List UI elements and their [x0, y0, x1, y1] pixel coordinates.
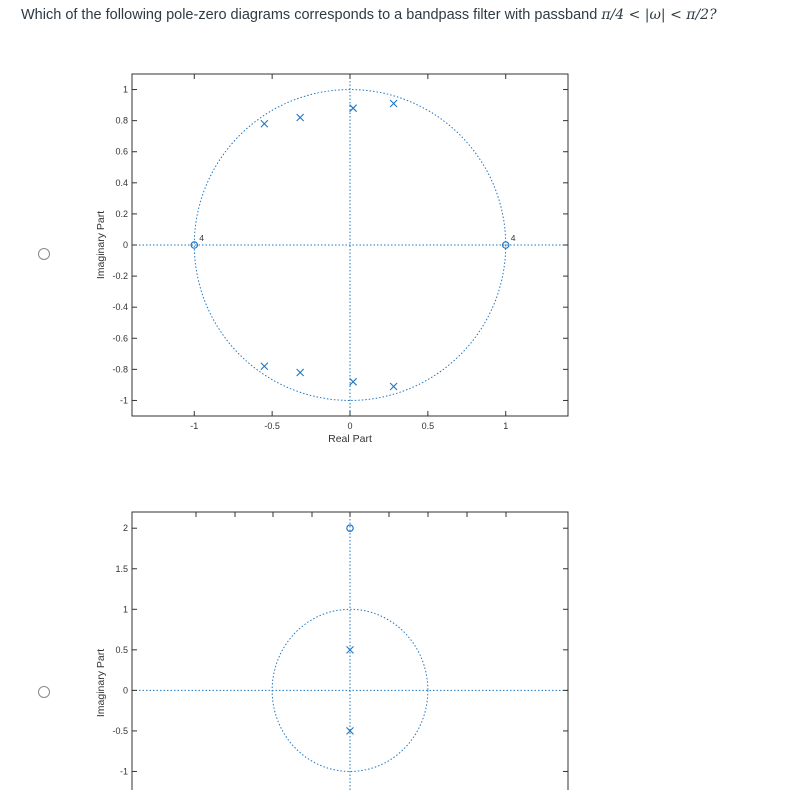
plot2-ylabel: Imaginary Part [95, 649, 107, 717]
plot1-pole-marker [296, 368, 305, 377]
plot2-pole-stroke [346, 645, 354, 654]
plot1-pole-stroke [296, 368, 305, 377]
plot1-pole-stroke [296, 113, 305, 122]
plot1-xtick-label: -1 [190, 421, 198, 431]
plot1-pole-stroke [260, 119, 269, 128]
plot2-pole-marker [346, 645, 354, 654]
plot1-ytick-label: -0.6 [112, 333, 128, 343]
plot1-pole-stroke [349, 104, 358, 113]
plot1-zero-marker [190, 241, 199, 249]
plot1-pole-stroke [389, 382, 398, 391]
plot1-ytick-label: 0.6 [115, 147, 128, 157]
plot1-xtick-label: 0.5 [422, 421, 435, 431]
plot1-pole-stroke [349, 377, 358, 386]
plot2-unit-circle [271, 608, 429, 772]
plot1-pole-marker [260, 119, 269, 128]
plot2-ytick-label: 1.5 [115, 564, 128, 574]
plot2-ytick-label: 0 [123, 685, 128, 695]
plot1-ytick-label: 0.2 [115, 209, 128, 219]
plot1-zero-multiplicity-label: 4 [199, 233, 204, 243]
plot1-unit-circle [193, 89, 507, 401]
plot1-ytick-label: 1 [123, 85, 128, 95]
plot1-pole-stroke [260, 362, 269, 371]
question-math: π/4 < |ω| < π/2? [601, 7, 717, 23]
plot1-zero-multiplicity-label: 4 [511, 233, 516, 243]
plot2-zero-marker [346, 524, 354, 533]
option-2-radio[interactable] [38, 686, 50, 698]
plot2-ytick-label: 1 [123, 604, 128, 614]
plot2-ytick-label: -0.5 [112, 726, 128, 736]
plot1-ytick-label: 0.8 [115, 116, 128, 126]
plot2-pole-marker [346, 727, 354, 735]
plot1-xtick-label: 1 [503, 421, 508, 431]
question-prefix: Which of the following pole-zero diagram… [21, 7, 602, 23]
plot1-zero-marker [501, 241, 510, 249]
plot1-ytick-label: 0.4 [115, 178, 128, 188]
plot1-xtick-label: 0 [347, 421, 352, 431]
plot1-pole-marker [349, 104, 358, 113]
plot1-pole-marker [260, 362, 269, 371]
plot1-ytick-label: -1 [120, 395, 128, 405]
plot2-ytick-label: 2 [123, 523, 128, 533]
plot1-xtick-label: -0.5 [264, 421, 280, 431]
plot1-pole-stroke [389, 99, 398, 108]
pole-zero-plot-1: 1 0.8 0.6 0.4 0.2 0 -0.2 -0.4 -0.6 -0.8 -1 -1 -0.5 0 0… [95, 73, 569, 445]
plot1-pole-marker [389, 382, 398, 391]
plot2-axes-frame [131, 511, 569, 790]
plot2-ytick-label: -1 [120, 766, 128, 776]
plot1-ytick-label: -0.8 [112, 364, 128, 374]
plot1-pole-marker [296, 113, 305, 122]
plot1-ytick-label: -0.2 [112, 271, 128, 281]
plot1-ytick-label: -0.4 [112, 302, 128, 312]
plot1-plot-area [132, 74, 568, 416]
plot1-ytick-label: 0 [123, 240, 128, 250]
plot2-plot-area [132, 512, 568, 790]
plot1-pole-marker [389, 99, 398, 108]
plot2-ytick-label: 0.5 [115, 645, 128, 655]
question-text: Which of the following pole-zero diagram… [21, 7, 717, 23]
plot1-xlabel: Real Part [328, 433, 372, 445]
option-1-radio[interactable] [38, 248, 50, 260]
plot2-pole-stroke [346, 727, 354, 735]
plot1-ylabel: Imaginary Part [95, 211, 107, 279]
plot1-pole-marker [349, 377, 358, 386]
